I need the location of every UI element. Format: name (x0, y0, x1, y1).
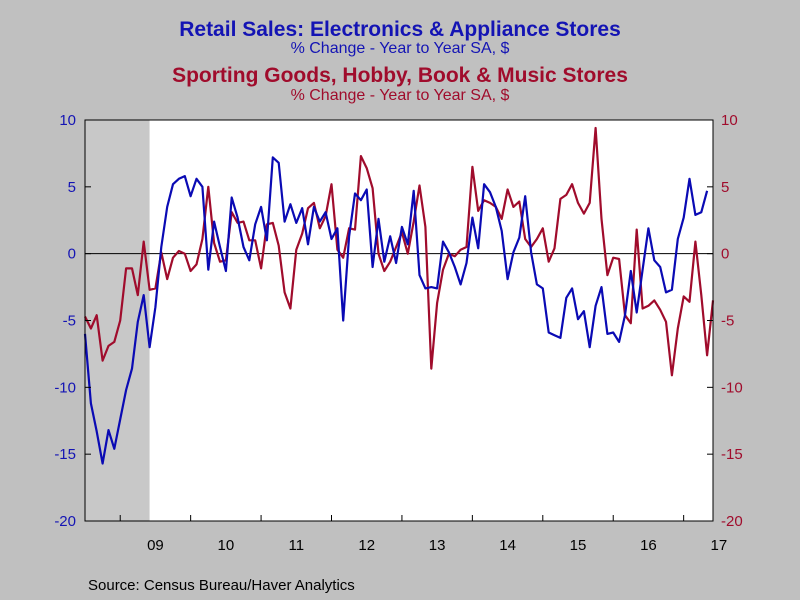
chart-title-electronics: Retail Sales: Electronics & Appliance St… (179, 18, 621, 41)
x-tick-label: 13 (429, 537, 446, 554)
y-tick-label-left: -5 (63, 313, 76, 330)
chart-subtitle-sporting-goods: % Change - Year to Year SA, $ (290, 87, 510, 104)
source-note: Source: Census Bureau/Haver Analytics (88, 577, 355, 594)
y-tick-label-right: -20 (721, 513, 743, 530)
x-tick-label: 15 (570, 537, 587, 554)
y-tick-label-left: -10 (54, 379, 76, 396)
x-tick-label: 14 (499, 537, 516, 554)
axis-layer: -20 -15 -10 -5 0 5 10 -20 -15 -10 -5 0 5 10 09 10 11 12 13… (54, 112, 742, 554)
y-tick-label-left: -15 (54, 446, 76, 463)
y-tick-label-left: 0 (68, 246, 76, 263)
y-tick-label-right: 5 (721, 179, 729, 196)
x-tick-label: 11 (289, 537, 305, 554)
y-tick-label-left: 10 (59, 112, 76, 129)
y-tick-label-left: 5 (68, 179, 76, 196)
y-tick-label-right: -15 (721, 446, 743, 463)
chart-subtitle-electronics: % Change - Year to Year SA, $ (290, 40, 510, 57)
y-tick-label-right: 0 (721, 246, 729, 263)
y-tick-label-left: -20 (54, 513, 76, 530)
series-layer (83, 126, 715, 465)
x-tick-label: 09 (147, 537, 164, 554)
y-tick-label-right: 10 (721, 112, 738, 129)
series-line-electronics (83, 156, 709, 465)
x-tick-label: 10 (218, 537, 235, 554)
y-tick-label-right: -5 (721, 313, 734, 330)
plot-area (85, 120, 713, 521)
y-tick-label-right: -10 (721, 379, 743, 396)
x-tick-label: 17 (711, 537, 728, 554)
x-tick-label: 12 (358, 537, 375, 554)
x-tick-label: 16 (640, 537, 657, 554)
chart-title-sporting-goods: Sporting Goods, Hobby, Book & Music Stor… (172, 64, 628, 87)
